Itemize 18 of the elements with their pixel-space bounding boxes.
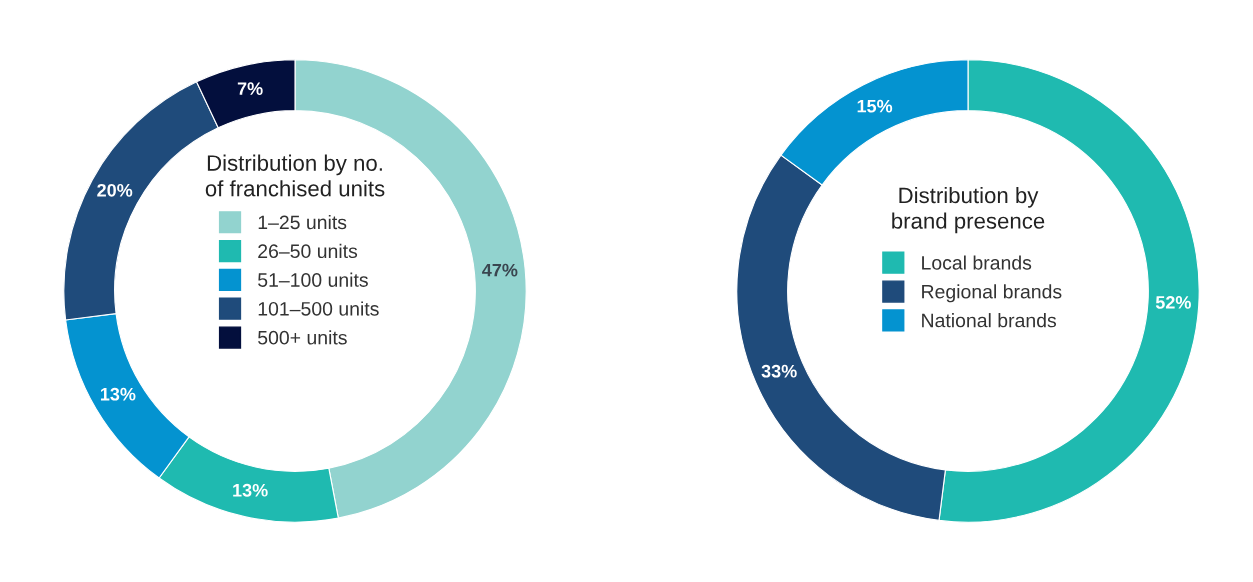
text: Distribution by no. of franchised units bbox=[205, 154, 385, 197]
data-label: 15% bbox=[857, 99, 893, 113]
data-label: 33% bbox=[761, 364, 797, 378]
data-label: 52% bbox=[1155, 295, 1191, 309]
legend-label: National brands bbox=[922, 313, 1057, 328]
legend-label: Regional brands bbox=[922, 284, 1062, 303]
legend-label: 26–50 units bbox=[258, 243, 358, 259]
legend-label: 1–25 units bbox=[258, 214, 347, 230]
data-label: 20% bbox=[97, 183, 133, 197]
data-label: 13% bbox=[233, 483, 268, 497]
legend-label: 51–100 units bbox=[258, 272, 368, 287]
legend-label: 500+ units bbox=[258, 330, 347, 345]
text: Distribution by brand presence bbox=[892, 186, 1045, 234]
data-label: 47% bbox=[482, 263, 518, 277]
legend-label: Local brands bbox=[922, 255, 1032, 270]
legend-label: 101–500 units bbox=[258, 301, 379, 316]
data-label: 13% bbox=[100, 387, 136, 401]
data-label: 7% bbox=[237, 82, 263, 95]
